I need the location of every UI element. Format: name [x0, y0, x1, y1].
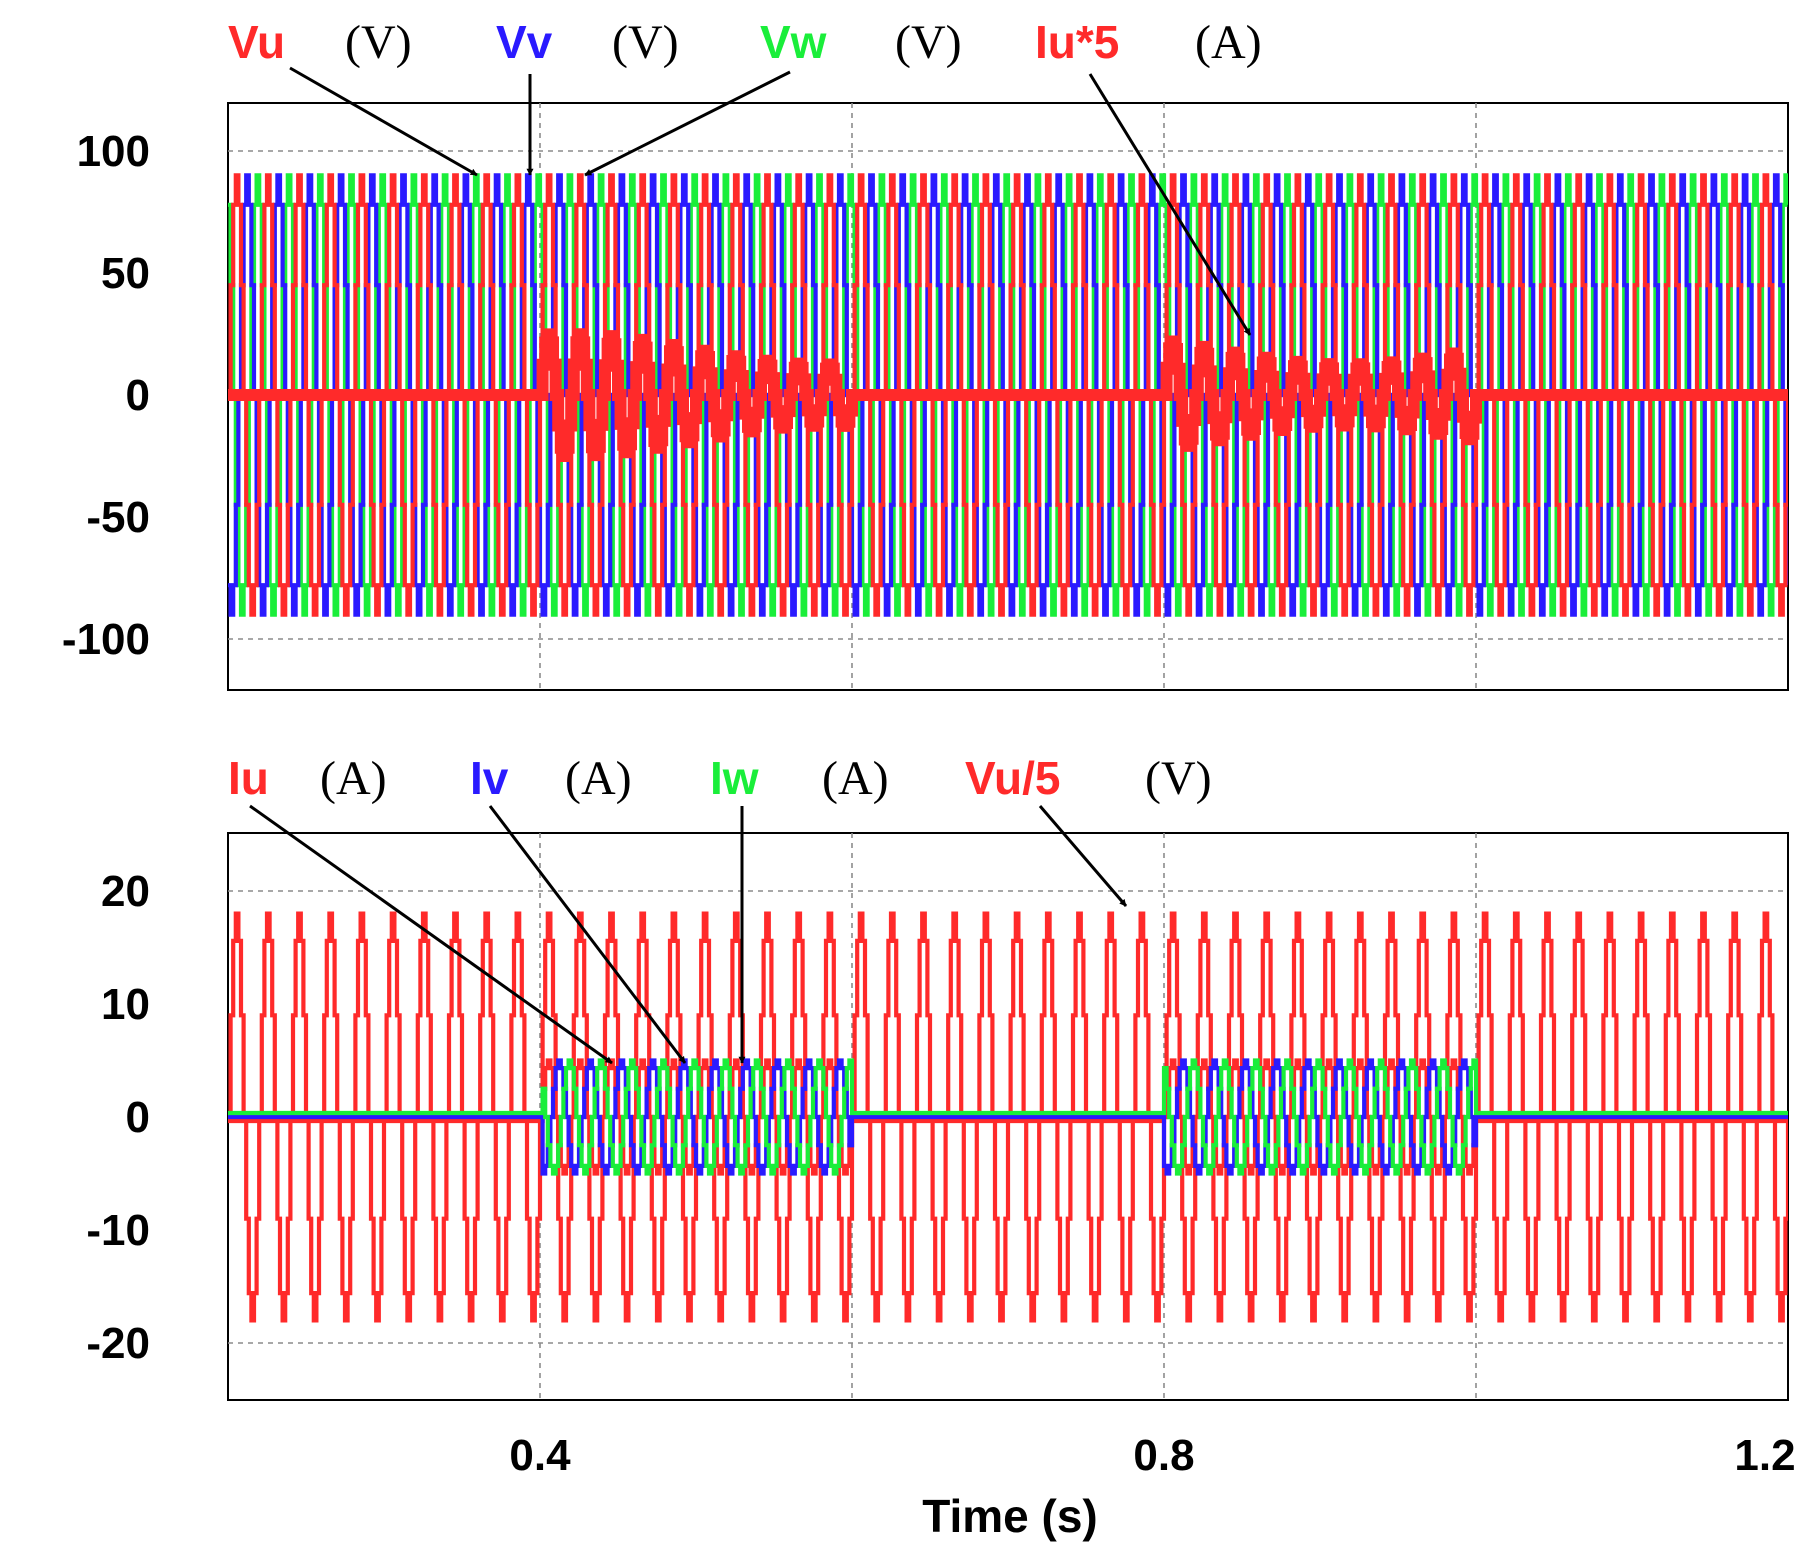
top-y-ticks: 100 50 0 -50 -100: [62, 127, 150, 664]
legend-series-name: Vv: [496, 16, 553, 68]
top-series-group: [228, 173, 1788, 617]
x-tick-label: 0.8: [1133, 1431, 1194, 1480]
series-line-iu5: [228, 328, 1788, 462]
bottom-series-group: [228, 911, 1788, 1323]
annotation-arrow: [1088, 73, 1252, 336]
legend-series-name: Iu: [228, 752, 269, 804]
legend-series-unit: (A): [1195, 16, 1262, 69]
legend-series-unit: (V): [612, 16, 679, 69]
annotation-arrow: [249, 804, 613, 1065]
legend-series-name: Iv: [470, 752, 509, 804]
y-tick-label: 100: [77, 127, 150, 176]
bottom-x-ticks: 0.4 0.8 1.2: [509, 1431, 1795, 1480]
legend-series-unit: (V): [345, 16, 412, 69]
bottom-panel: 20 10 0 -10 -20 0.4 0.8 1.2 Iu (A) Iv (A) Iw (A) Vu/…: [86, 752, 1795, 1480]
bottom-y-ticks: 20 10 0 -10 -20: [86, 867, 150, 1368]
x-tick-label: 0.4: [509, 1431, 571, 1480]
legend-series-name: Vw: [760, 16, 827, 68]
y-tick-label: -100: [62, 615, 150, 664]
series-line-iw: [228, 1058, 1788, 1176]
y-tick-label: -10: [86, 1206, 150, 1255]
top-legend: Vu (V) Vv (V) Vw (V) Iu*5 (A): [228, 16, 1262, 69]
legend-series-name: Vu/5: [965, 752, 1060, 804]
y-tick-label: 10: [101, 980, 150, 1029]
annotation-arrow: [584, 70, 791, 177]
x-tick-label: 1.2: [1734, 1431, 1795, 1480]
legend-series-unit: (A): [320, 752, 387, 805]
annotation-arrow: [1038, 805, 1128, 907]
bottom-annotation-arrows: [249, 804, 1128, 1065]
y-tick-label: 20: [101, 867, 150, 916]
series-line-iu: [228, 1058, 1788, 1176]
bottom-legend: Iu (A) Iv (A) Iw (A) Vu/5 (V): [228, 752, 1212, 805]
annotation-arrow: [289, 66, 478, 177]
legend-series-name: Iw: [710, 752, 759, 804]
legend-series-unit: (A): [822, 752, 889, 805]
top-annotation-arrows: [289, 66, 1252, 336]
y-tick-label: 0: [126, 371, 150, 420]
y-tick-label: 0: [126, 1093, 150, 1142]
x-axis-label: Time (s): [922, 1490, 1098, 1542]
annotation-arrow: [488, 805, 687, 1064]
legend-series-unit: (A): [565, 752, 632, 805]
y-tick-label: -20: [86, 1319, 150, 1368]
legend-series-unit: (V): [1145, 752, 1212, 805]
series-line-iv: [228, 1058, 1788, 1176]
legend-series-name: Vu: [228, 16, 285, 68]
legend-series-unit: (V): [895, 16, 962, 69]
y-tick-label: -50: [86, 493, 150, 542]
y-tick-label: 50: [101, 249, 150, 298]
top-panel: 100 50 0 -50 -100 Vu (V) Vv (V) Vw (V) Iu*5 (A): [62, 16, 1789, 691]
legend-series-name: Iu*5: [1035, 16, 1119, 68]
